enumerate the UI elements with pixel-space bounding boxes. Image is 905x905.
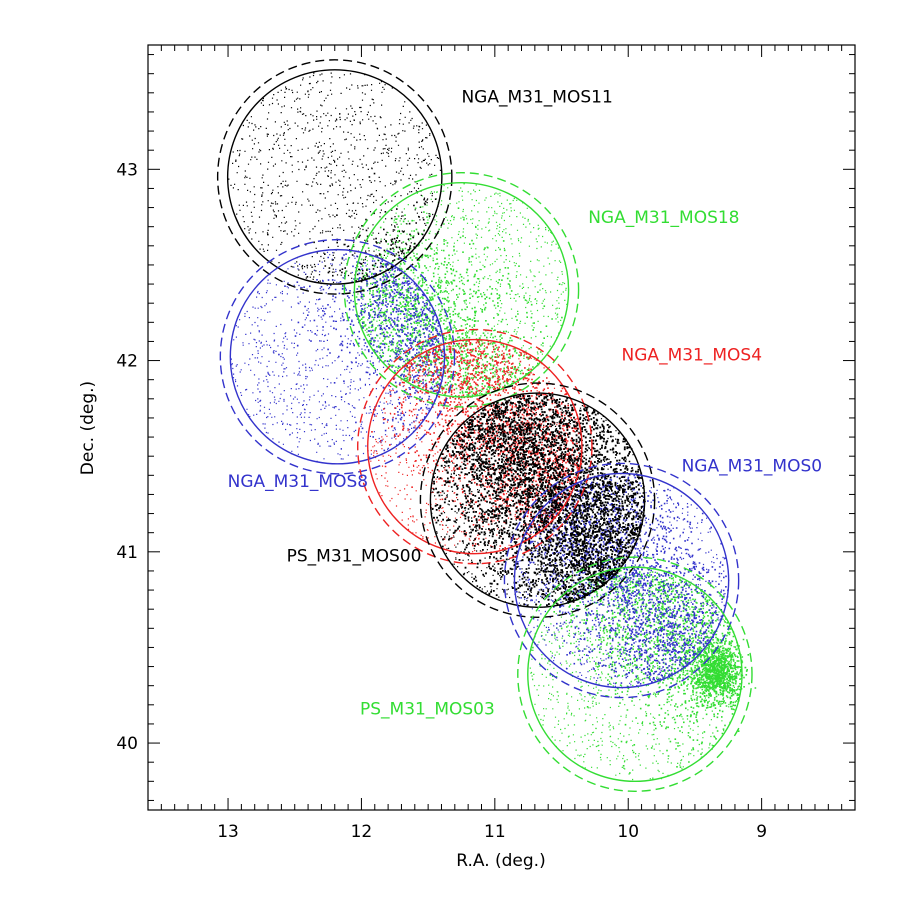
- field-circles: [216, 59, 753, 793]
- field-circle-dashed: [357, 328, 593, 565]
- x-tick-label: 13: [217, 822, 239, 842]
- field-circle-dashed: [219, 238, 456, 475]
- field-label: PS_M31_MOS00: [287, 546, 422, 566]
- field-label: NGA_M31_MOS4: [622, 346, 762, 366]
- field-circle: [226, 69, 443, 285]
- field-circle: [513, 472, 730, 689]
- field-circle-dashed: [517, 556, 753, 793]
- x-tick-label: 9: [756, 822, 767, 842]
- field-label: PS_M31_MOS03: [360, 699, 495, 719]
- y-axis-label: Dec. (deg.): [78, 381, 98, 475]
- plot-frame: [147, 44, 856, 811]
- points-nga-m31-mos8: [230, 249, 446, 465]
- y-tick-label: 41: [116, 543, 138, 563]
- points-nga-m31-mos18: [355, 183, 568, 399]
- field-label: NGA_M31_MOS8: [228, 472, 368, 492]
- field-circle: [367, 338, 583, 555]
- axis-ticks: [148, 45, 856, 810]
- x-tick-label: 12: [351, 822, 373, 842]
- tick-labels: 13 12 11 10 9 40 41 42 43: [116, 160, 767, 842]
- y-tick-label: 42: [116, 352, 138, 372]
- field-circle: [229, 248, 446, 465]
- field-circle-dashed: [343, 171, 580, 408]
- field-circle-dashed: [216, 59, 453, 295]
- field-circle: [353, 181, 570, 398]
- x-tick-label: 11: [484, 822, 506, 842]
- field-circle: [527, 566, 743, 783]
- y-tick-label: 40: [116, 734, 138, 754]
- points-ps-m31-mos03-cluster: [677, 629, 757, 732]
- points-ps-m31-mos00-core: [431, 393, 646, 607]
- field-circle: [429, 392, 646, 608]
- x-axis-label: R.A. (deg.): [456, 851, 545, 871]
- points-nga-m31-mos11: [228, 72, 441, 285]
- x-tick-label: 10: [617, 822, 639, 842]
- field-labels: NGA_M31_MOS11 NGA_M31_MOS18 NGA_M31_MOS8 NG…: [228, 87, 822, 719]
- field-label: NGA_M31_MOS18: [588, 208, 739, 228]
- points-nga-m31-mos0: [516, 474, 730, 689]
- field-circle-dashed: [419, 382, 656, 618]
- source-points: [228, 72, 757, 781]
- points-nga-m31-mos4: [370, 340, 583, 554]
- field-circle-dashed: [503, 462, 740, 699]
- y-tick-label: 43: [116, 160, 138, 180]
- field-label: NGA_M31_MOS11: [461, 87, 612, 107]
- field-label: NGA_M31_MOS0: [682, 456, 822, 476]
